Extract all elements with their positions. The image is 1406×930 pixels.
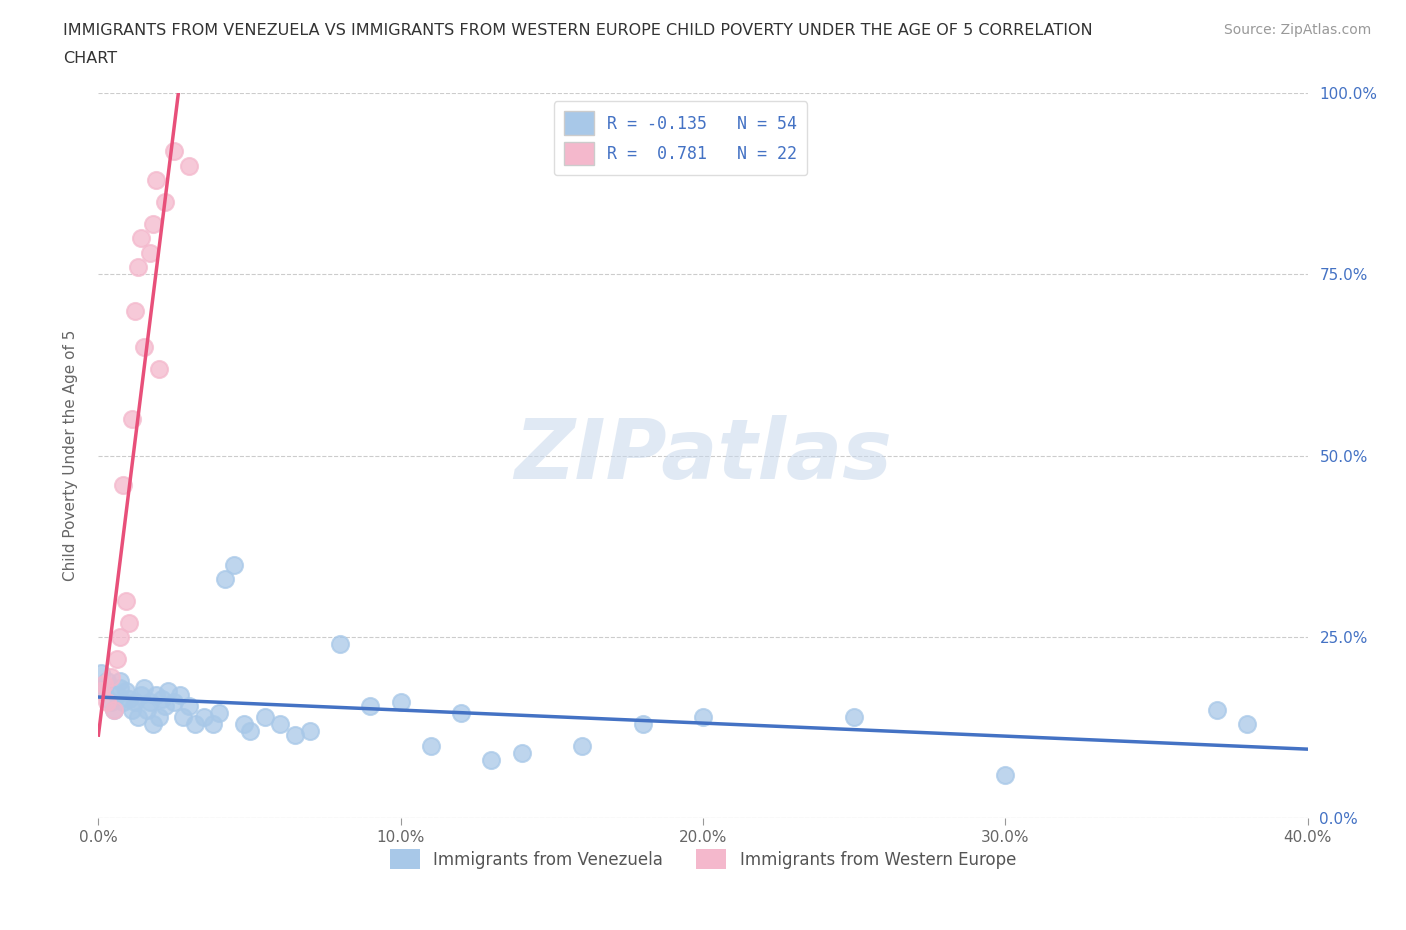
Point bbox=[224, 557, 246, 572]
Point bbox=[118, 615, 141, 630]
Point bbox=[844, 710, 866, 724]
Point bbox=[153, 194, 176, 209]
Point bbox=[232, 717, 254, 732]
Point bbox=[132, 339, 155, 354]
Point bbox=[121, 702, 143, 717]
Point bbox=[163, 143, 186, 158]
Point bbox=[121, 412, 143, 427]
Point bbox=[1236, 717, 1258, 732]
Point bbox=[450, 706, 472, 721]
Point bbox=[156, 684, 179, 699]
Point bbox=[142, 717, 165, 732]
Point bbox=[269, 717, 291, 732]
Point bbox=[510, 746, 533, 761]
Point bbox=[184, 717, 207, 732]
Point bbox=[111, 477, 134, 492]
Point bbox=[284, 727, 307, 742]
Y-axis label: Child Poverty Under the Age of 5: Child Poverty Under the Age of 5 bbox=[63, 330, 77, 581]
Point bbox=[93, 677, 115, 692]
Point bbox=[135, 702, 157, 717]
Point bbox=[692, 710, 714, 724]
Point bbox=[142, 216, 165, 231]
Point bbox=[139, 246, 162, 260]
Point bbox=[169, 687, 191, 702]
Point bbox=[100, 670, 122, 684]
Point bbox=[571, 738, 593, 753]
Point bbox=[96, 673, 118, 688]
Text: IMMIGRANTS FROM VENEZUELA VS IMMIGRANTS FROM WESTERN EUROPE CHILD POVERTY UNDER : IMMIGRANTS FROM VENEZUELA VS IMMIGRANTS … bbox=[63, 23, 1092, 38]
Point bbox=[208, 706, 231, 721]
Point bbox=[389, 695, 412, 710]
Point bbox=[150, 691, 173, 706]
Point bbox=[145, 173, 167, 188]
Point bbox=[153, 698, 176, 713]
Point bbox=[96, 695, 118, 710]
Point bbox=[148, 710, 170, 724]
Point bbox=[129, 687, 152, 702]
Point bbox=[202, 717, 225, 732]
Text: ZIPatlas: ZIPatlas bbox=[515, 415, 891, 497]
Point bbox=[124, 695, 146, 710]
Point bbox=[179, 158, 201, 173]
Point bbox=[90, 666, 112, 681]
Point bbox=[631, 717, 654, 732]
Point bbox=[299, 724, 322, 738]
Point bbox=[108, 673, 131, 688]
Point bbox=[172, 710, 194, 724]
Text: CHART: CHART bbox=[63, 51, 117, 66]
Point bbox=[108, 681, 131, 696]
Point bbox=[108, 630, 131, 644]
Text: Source: ZipAtlas.com: Source: ZipAtlas.com bbox=[1223, 23, 1371, 37]
Point bbox=[118, 691, 141, 706]
Point bbox=[360, 698, 382, 713]
Point bbox=[994, 767, 1017, 782]
Point bbox=[90, 684, 112, 699]
Point bbox=[127, 259, 149, 274]
Point bbox=[253, 710, 276, 724]
Legend: Immigrants from Venezuela, Immigrants from Western Europe: Immigrants from Venezuela, Immigrants fr… bbox=[384, 843, 1022, 875]
Point bbox=[193, 710, 215, 724]
Point bbox=[100, 695, 122, 710]
Point bbox=[179, 698, 201, 713]
Point bbox=[1206, 702, 1229, 717]
Point bbox=[420, 738, 443, 753]
Point bbox=[132, 681, 155, 696]
Point bbox=[214, 572, 236, 587]
Point bbox=[93, 681, 115, 696]
Point bbox=[239, 724, 262, 738]
Point bbox=[148, 361, 170, 376]
Point bbox=[105, 687, 128, 702]
Point bbox=[124, 303, 146, 318]
Point bbox=[103, 702, 125, 717]
Point bbox=[163, 695, 186, 710]
Point bbox=[111, 695, 134, 710]
Point bbox=[329, 637, 352, 652]
Point bbox=[139, 695, 162, 710]
Point bbox=[129, 231, 152, 246]
Point bbox=[145, 687, 167, 702]
Point bbox=[127, 710, 149, 724]
Point bbox=[114, 684, 136, 699]
Point bbox=[114, 593, 136, 608]
Point bbox=[481, 753, 503, 768]
Point bbox=[105, 651, 128, 666]
Point bbox=[103, 702, 125, 717]
